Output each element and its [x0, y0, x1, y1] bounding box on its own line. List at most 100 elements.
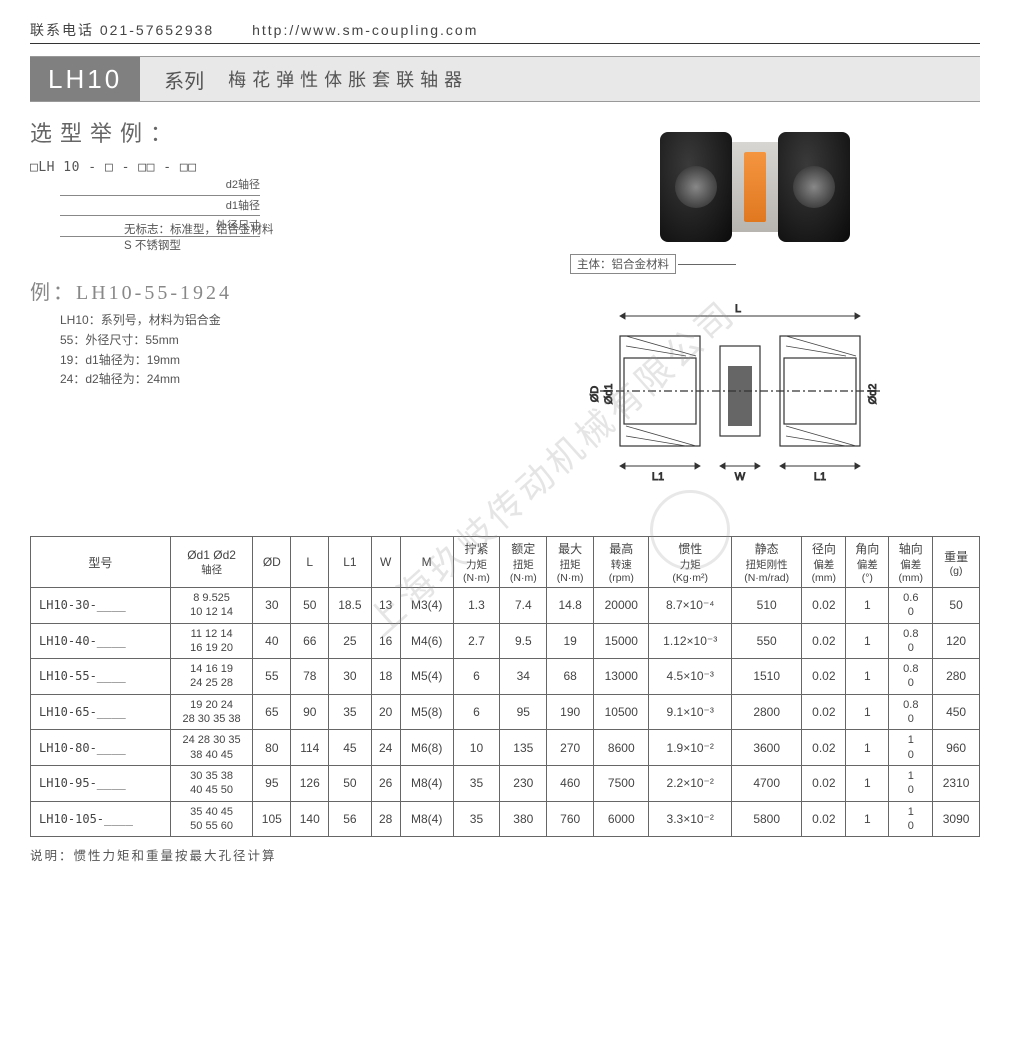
- cell-st: 4700: [731, 765, 802, 801]
- cell-rpm: 10500: [594, 694, 649, 730]
- cell-mt: 19: [547, 623, 594, 659]
- cell-shaft: 35 40 4550 55 60: [170, 801, 253, 837]
- cell-wt: 3090: [933, 801, 980, 837]
- col-header-12: 静态扭矩刚性(N·m/rad): [731, 537, 802, 588]
- cell-rpm: 8600: [594, 730, 649, 766]
- photo-label: 主体：铝合金材料: [570, 254, 676, 274]
- selection-heading: 选型举例：: [30, 116, 490, 148]
- cell-t: 2.7: [453, 623, 500, 659]
- col-header-15: 轴向偏差(mm): [889, 537, 933, 588]
- cell-ax: 0.60: [889, 588, 933, 624]
- cell-in: 1.9×10⁻²: [649, 730, 731, 766]
- cell-ad: 1: [846, 694, 889, 730]
- cell-wt: 50: [933, 588, 980, 624]
- cell-M: M3(4): [400, 588, 453, 624]
- cell-st: 550: [731, 623, 802, 659]
- col-header-3: L: [291, 537, 329, 588]
- cell-W: 28: [371, 801, 400, 837]
- cell-wt: 120: [933, 623, 980, 659]
- ex-line-a: LH10：系列号，材料为铝合金: [60, 311, 490, 331]
- cell-rd: 0.02: [802, 765, 846, 801]
- cell-wt: 450: [933, 694, 980, 730]
- cell-ax: 0.80: [889, 694, 933, 730]
- cell-ax: 10: [889, 801, 933, 837]
- cell-rd: 0.02: [802, 623, 846, 659]
- cell-M: M6(8): [400, 730, 453, 766]
- cell-shaft: 8 9.52510 12 14: [170, 588, 253, 624]
- legend-od: 外径尺寸: [60, 217, 260, 237]
- cell-ax: 0.80: [889, 623, 933, 659]
- cell-W: 24: [371, 730, 400, 766]
- cell-rpm: 20000: [594, 588, 649, 624]
- cell-rt: 7.4: [500, 588, 547, 624]
- cell-M: M8(4): [400, 765, 453, 801]
- title-bar: LH10 系列 梅花弹性体胀套联轴器: [30, 56, 980, 102]
- col-header-5: W: [371, 537, 400, 588]
- cell-rt: 135: [500, 730, 547, 766]
- cell-ad: 1: [846, 801, 889, 837]
- cell-M: M5(8): [400, 694, 453, 730]
- legend-d2: d2轴径: [60, 176, 260, 196]
- cell-L1: 50: [329, 765, 371, 801]
- cell-t: 6: [453, 694, 500, 730]
- decode-diagram: □LH 10 - □ - □□ - □□ d2轴径 d1轴径 外径尺寸 无标志：…: [30, 158, 490, 268]
- cell-ad: 1: [846, 730, 889, 766]
- table-footnote: 说明：惯性力矩和重量按最大孔径计算: [30, 845, 980, 864]
- col-header-10: 最高转速(rpm): [594, 537, 649, 588]
- series-label: 系列: [164, 65, 204, 94]
- material-note-2: S 不锈钢型: [124, 238, 490, 255]
- cell-L1: 45: [329, 730, 371, 766]
- product-code: LH10: [30, 57, 140, 101]
- cell-L: 114: [291, 730, 329, 766]
- cell-ax: 0.80: [889, 659, 933, 695]
- cell-mt: 760: [547, 801, 594, 837]
- table-row: LH10-80-____24 28 30 3538 40 45801144524…: [31, 730, 980, 766]
- cell-D: 30: [253, 588, 291, 624]
- cell-rd: 0.02: [802, 694, 846, 730]
- cell-ad: 1: [846, 765, 889, 801]
- cell-mt: 460: [547, 765, 594, 801]
- cell-D: 105: [253, 801, 291, 837]
- col-header-1: Ød1 Ød2轴径: [170, 537, 253, 588]
- cell-rd: 0.02: [802, 801, 846, 837]
- cell-rpm: 13000: [594, 659, 649, 695]
- cell-t: 1.3: [453, 588, 500, 624]
- cell-model: LH10-55-____: [31, 659, 171, 695]
- cell-wt: 280: [933, 659, 980, 695]
- col-header-7: 拧紧力矩(N·m): [453, 537, 500, 588]
- cell-model: LH10-105-____: [31, 801, 171, 837]
- product-desc: 梅花弹性体胀套联轴器: [228, 66, 468, 92]
- cell-st: 1510: [731, 659, 802, 695]
- cell-model: LH10-65-____: [31, 694, 171, 730]
- dim-L1-left: L1: [652, 471, 664, 483]
- cell-in: 2.2×10⁻²: [649, 765, 731, 801]
- col-header-0: 型号: [31, 537, 171, 588]
- col-header-14: 角向偏差(°): [846, 537, 889, 588]
- technical-drawing: L L1 W L1 ØD Ød1 Ød2: [580, 286, 920, 496]
- ex-line-d: 24：d2轴径为：24mm: [60, 370, 490, 390]
- cell-L: 126: [291, 765, 329, 801]
- cell-D: 80: [253, 730, 291, 766]
- cell-mt: 190: [547, 694, 594, 730]
- cell-st: 510: [731, 588, 802, 624]
- cell-t: 6: [453, 659, 500, 695]
- cell-ax: 10: [889, 765, 933, 801]
- dim-d1: Ød1: [603, 384, 615, 405]
- cell-in: 9.1×10⁻³: [649, 694, 731, 730]
- cell-rd: 0.02: [802, 730, 846, 766]
- cell-rt: 34: [500, 659, 547, 695]
- example-label: 例：LH10-55-1924: [30, 276, 490, 305]
- cell-t: 10: [453, 730, 500, 766]
- spec-table: 型号Ød1 Ød2轴径ØDLL1WM拧紧力矩(N·m)额定扭矩(N·m)最大扭矩…: [30, 536, 980, 837]
- cell-rt: 380: [500, 801, 547, 837]
- col-header-8: 额定扭矩(N·m): [500, 537, 547, 588]
- table-row: LH10-30-____8 9.52510 12 14305018.513M3(…: [31, 588, 980, 624]
- cell-rd: 0.02: [802, 588, 846, 624]
- table-row: LH10-65-____19 20 2428 30 35 3865903520M…: [31, 694, 980, 730]
- cell-M: M5(4): [400, 659, 453, 695]
- cell-shaft: 24 28 30 3538 40 45: [170, 730, 253, 766]
- dim-L1-right: L1: [814, 471, 826, 483]
- cell-t: 35: [453, 765, 500, 801]
- cell-shaft: 19 20 2428 30 35 38: [170, 694, 253, 730]
- cell-shaft: 14 16 1924 25 28: [170, 659, 253, 695]
